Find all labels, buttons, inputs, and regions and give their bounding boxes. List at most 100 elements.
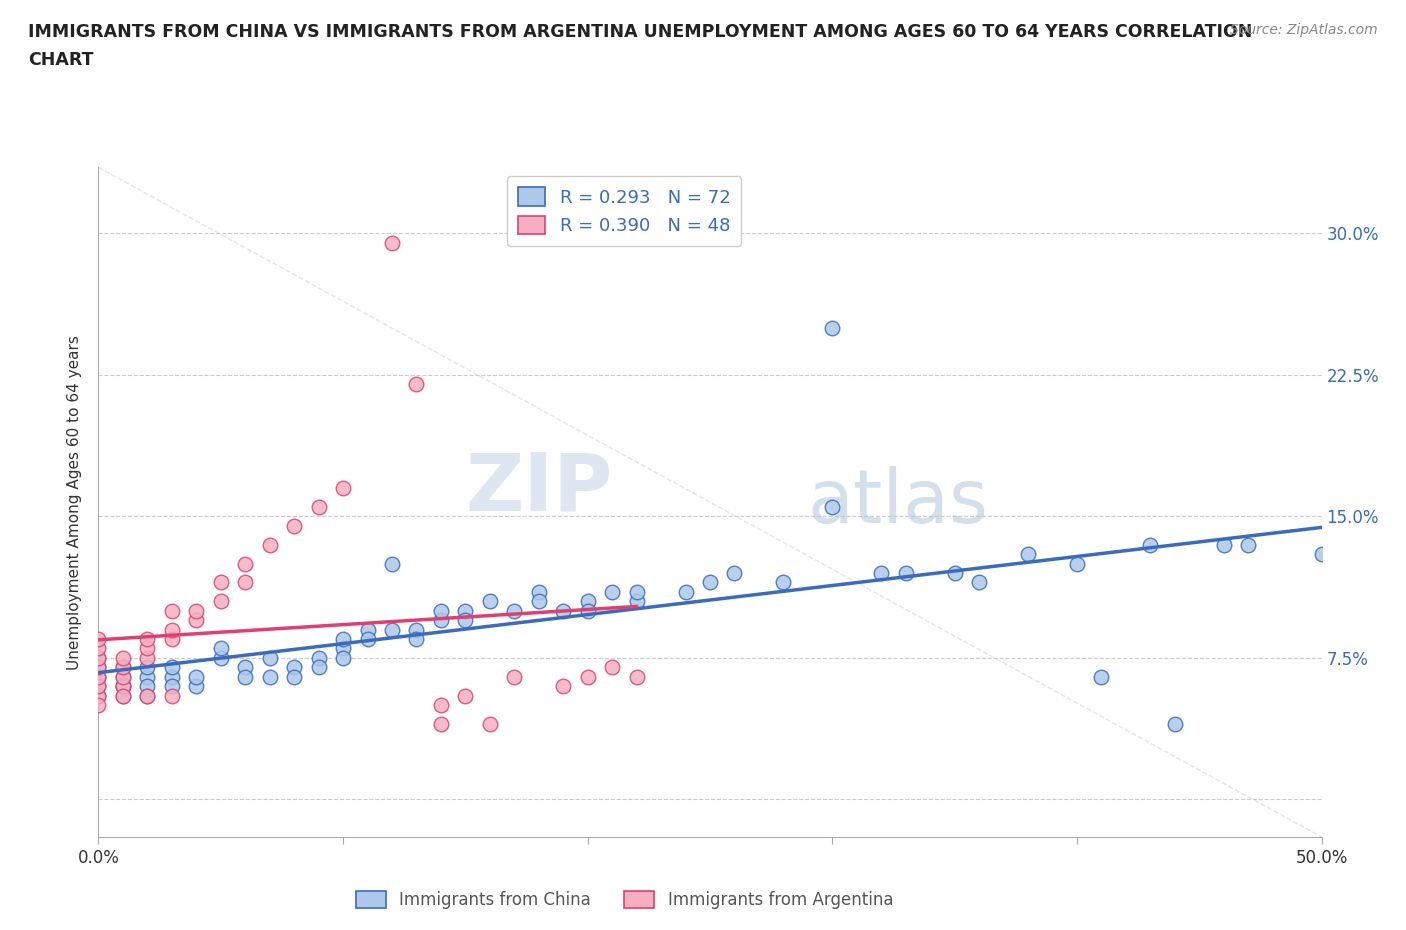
Point — [576, 593, 599, 608]
Point — [405, 377, 427, 392]
Point — [136, 688, 159, 703]
Point — [454, 613, 477, 628]
Point — [405, 622, 427, 637]
Point — [478, 716, 501, 731]
Point — [209, 575, 232, 590]
Point — [87, 659, 110, 674]
Point — [576, 604, 599, 618]
Point — [136, 631, 159, 646]
Point — [454, 688, 477, 703]
Point — [160, 670, 183, 684]
Legend: Immigrants from China, Immigrants from Argentina: Immigrants from China, Immigrants from A… — [349, 884, 900, 916]
Point — [186, 613, 208, 628]
Point — [87, 670, 110, 684]
Point — [870, 565, 893, 580]
Point — [160, 659, 183, 674]
Point — [1310, 547, 1333, 562]
Point — [576, 670, 599, 684]
Point — [209, 650, 232, 665]
Point — [527, 584, 550, 599]
Point — [308, 650, 330, 665]
Point — [233, 659, 256, 674]
Point — [136, 670, 159, 684]
Point — [553, 604, 575, 618]
Point — [87, 659, 110, 674]
Point — [454, 604, 477, 618]
Point — [821, 499, 844, 514]
Point — [186, 679, 208, 694]
Point — [111, 679, 134, 694]
Point — [430, 613, 453, 628]
Point — [160, 679, 183, 694]
Text: IMMIGRANTS FROM CHINA VS IMMIGRANTS FROM ARGENTINA UNEMPLOYMENT AMONG AGES 60 TO: IMMIGRANTS FROM CHINA VS IMMIGRANTS FROM… — [28, 23, 1253, 41]
Point — [87, 688, 110, 703]
Point — [356, 631, 378, 646]
Point — [259, 650, 281, 665]
Point — [553, 679, 575, 694]
Point — [626, 670, 648, 684]
Point — [111, 659, 134, 674]
Point — [430, 604, 453, 618]
Point — [136, 650, 159, 665]
Point — [308, 659, 330, 674]
Point — [1212, 538, 1234, 552]
Point — [723, 565, 745, 580]
Point — [381, 622, 404, 637]
Y-axis label: Unemployment Among Ages 60 to 64 years: Unemployment Among Ages 60 to 64 years — [67, 335, 83, 670]
Point — [381, 556, 404, 571]
Point — [111, 670, 134, 684]
Point — [1139, 538, 1161, 552]
Point — [894, 565, 917, 580]
Point — [160, 604, 183, 618]
Point — [308, 499, 330, 514]
Point — [136, 641, 159, 656]
Point — [111, 688, 134, 703]
Point — [332, 481, 354, 496]
Point — [332, 650, 354, 665]
Point — [332, 631, 354, 646]
Point — [772, 575, 794, 590]
Point — [209, 641, 232, 656]
Point — [87, 679, 110, 694]
Point — [160, 631, 183, 646]
Point — [111, 688, 134, 703]
Text: CHART: CHART — [28, 51, 94, 69]
Point — [87, 650, 110, 665]
Point — [1164, 716, 1187, 731]
Point — [87, 670, 110, 684]
Point — [186, 670, 208, 684]
Point — [111, 679, 134, 694]
Point — [233, 670, 256, 684]
Point — [283, 659, 305, 674]
Point — [503, 604, 526, 618]
Point — [136, 688, 159, 703]
Point — [233, 556, 256, 571]
Point — [259, 670, 281, 684]
Point — [967, 575, 990, 590]
Point — [626, 584, 648, 599]
Point — [699, 575, 721, 590]
Point — [332, 641, 354, 656]
Text: ZIP: ZIP — [465, 450, 612, 528]
Point — [405, 631, 427, 646]
Point — [1017, 547, 1039, 562]
Point — [259, 538, 281, 552]
Point — [430, 698, 453, 712]
Text: atlas: atlas — [808, 466, 988, 538]
Point — [283, 670, 305, 684]
Point — [1066, 556, 1088, 571]
Point — [111, 670, 134, 684]
Point — [626, 593, 648, 608]
Point — [186, 604, 208, 618]
Point — [87, 679, 110, 694]
Point — [283, 518, 305, 533]
Point — [821, 320, 844, 335]
Point — [503, 670, 526, 684]
Point — [160, 688, 183, 703]
Point — [87, 698, 110, 712]
Point — [1090, 670, 1112, 684]
Point — [136, 659, 159, 674]
Point — [430, 716, 453, 731]
Point — [233, 575, 256, 590]
Point — [87, 650, 110, 665]
